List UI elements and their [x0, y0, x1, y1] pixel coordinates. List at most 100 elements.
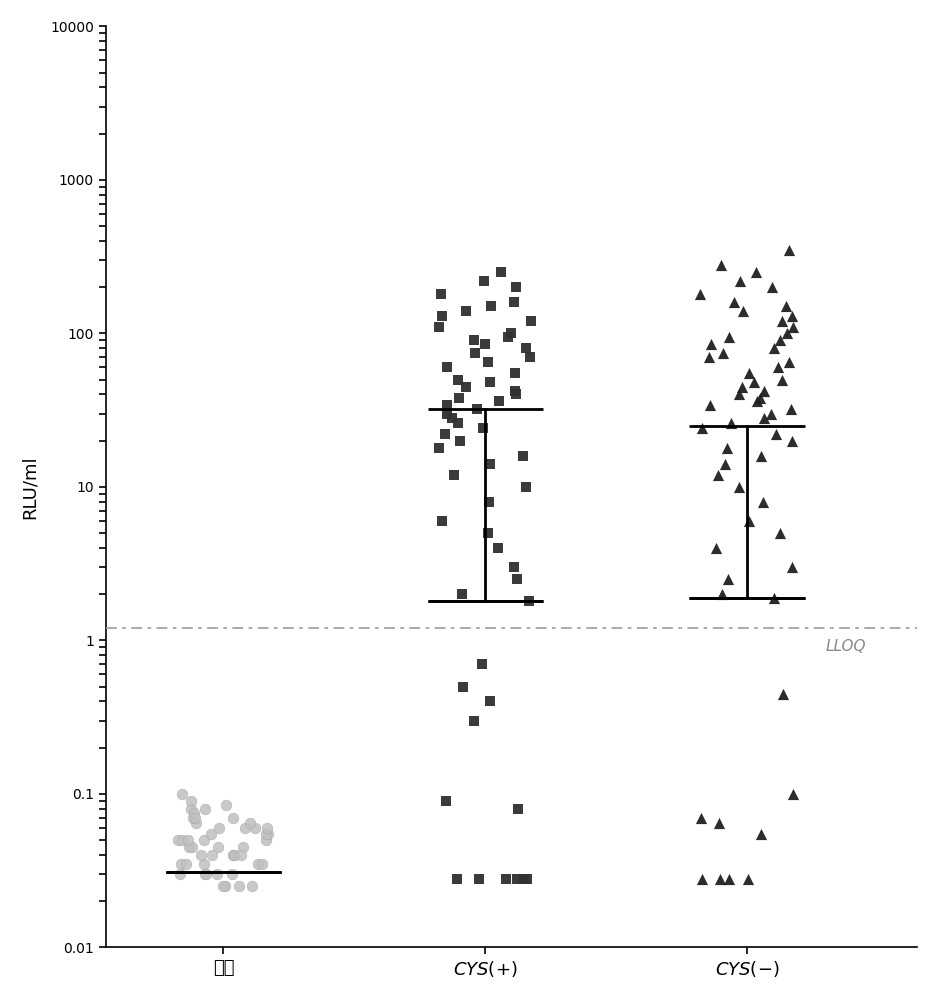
Point — [740, 871, 755, 887]
Point — [712, 815, 727, 831]
Point — [238, 820, 253, 836]
Point — [721, 329, 736, 345]
Point — [519, 871, 534, 887]
Point — [723, 415, 738, 431]
Point — [749, 393, 764, 409]
Point — [440, 397, 455, 413]
Point — [501, 329, 516, 345]
Point — [172, 866, 187, 882]
Point — [770, 359, 785, 375]
Point — [450, 372, 465, 388]
Point — [694, 810, 709, 826]
Point — [764, 279, 779, 295]
Point — [218, 878, 233, 894]
Point — [480, 354, 495, 370]
Point — [694, 871, 709, 887]
Point — [209, 866, 224, 882]
Point — [483, 374, 498, 390]
Point — [767, 590, 782, 606]
Point — [196, 832, 211, 848]
Point — [482, 494, 497, 510]
Point — [445, 410, 460, 426]
Point — [710, 467, 725, 483]
Point — [517, 871, 532, 887]
Point — [702, 349, 717, 365]
Point — [250, 856, 265, 872]
Point — [439, 359, 454, 375]
Point — [507, 365, 522, 381]
Point — [226, 847, 241, 863]
Point — [506, 559, 521, 575]
Point — [784, 433, 799, 449]
Point — [245, 878, 260, 894]
Point — [186, 810, 201, 826]
Point — [184, 793, 199, 809]
Text: LLOQ: LLOQ — [825, 639, 866, 654]
Point — [174, 832, 189, 848]
Point — [518, 340, 533, 356]
Point — [785, 319, 800, 335]
Point — [234, 847, 249, 863]
Point — [784, 559, 799, 575]
Point — [735, 303, 750, 319]
Point — [776, 686, 791, 702]
Point — [446, 467, 461, 483]
Point — [508, 386, 523, 402]
Point — [494, 264, 509, 280]
Point — [178, 856, 193, 872]
Point — [503, 325, 518, 341]
Point — [756, 383, 771, 399]
Point — [779, 325, 794, 341]
Point — [466, 713, 481, 729]
Point — [704, 336, 719, 352]
Point — [258, 832, 273, 848]
Point — [752, 390, 767, 406]
Point — [438, 426, 453, 442]
Point — [692, 286, 707, 302]
Point — [219, 797, 234, 813]
Point — [714, 586, 729, 602]
Point — [483, 456, 498, 472]
Point — [226, 847, 241, 863]
Point — [482, 693, 497, 709]
Point — [466, 332, 481, 348]
Point — [775, 372, 790, 388]
Point — [511, 801, 526, 817]
Point — [212, 820, 227, 836]
Point — [204, 847, 219, 863]
Point — [468, 345, 483, 361]
Point — [185, 839, 200, 855]
Point — [714, 257, 729, 273]
Point — [732, 386, 747, 402]
Point — [766, 340, 781, 356]
Point — [507, 294, 522, 310]
Point — [433, 286, 448, 302]
Point — [508, 279, 523, 295]
Point — [747, 374, 762, 390]
Point — [225, 847, 240, 863]
Point — [755, 494, 770, 510]
Point — [703, 397, 718, 413]
Point — [174, 856, 189, 872]
Point — [258, 826, 273, 842]
Point — [753, 826, 768, 842]
Point — [472, 871, 487, 887]
Point — [254, 856, 269, 872]
Point — [507, 383, 522, 399]
Point — [454, 586, 469, 602]
Point — [524, 313, 539, 329]
Point — [721, 871, 736, 887]
Point — [469, 401, 484, 417]
Point — [764, 406, 779, 422]
Point — [741, 513, 756, 529]
Point — [186, 805, 201, 821]
Point — [518, 479, 533, 495]
Point — [779, 298, 794, 314]
Point — [438, 793, 453, 809]
Point — [434, 513, 449, 529]
Point — [785, 786, 800, 802]
Point — [440, 406, 455, 422]
Point — [785, 308, 800, 324]
Point — [198, 866, 213, 882]
Point — [198, 866, 213, 882]
